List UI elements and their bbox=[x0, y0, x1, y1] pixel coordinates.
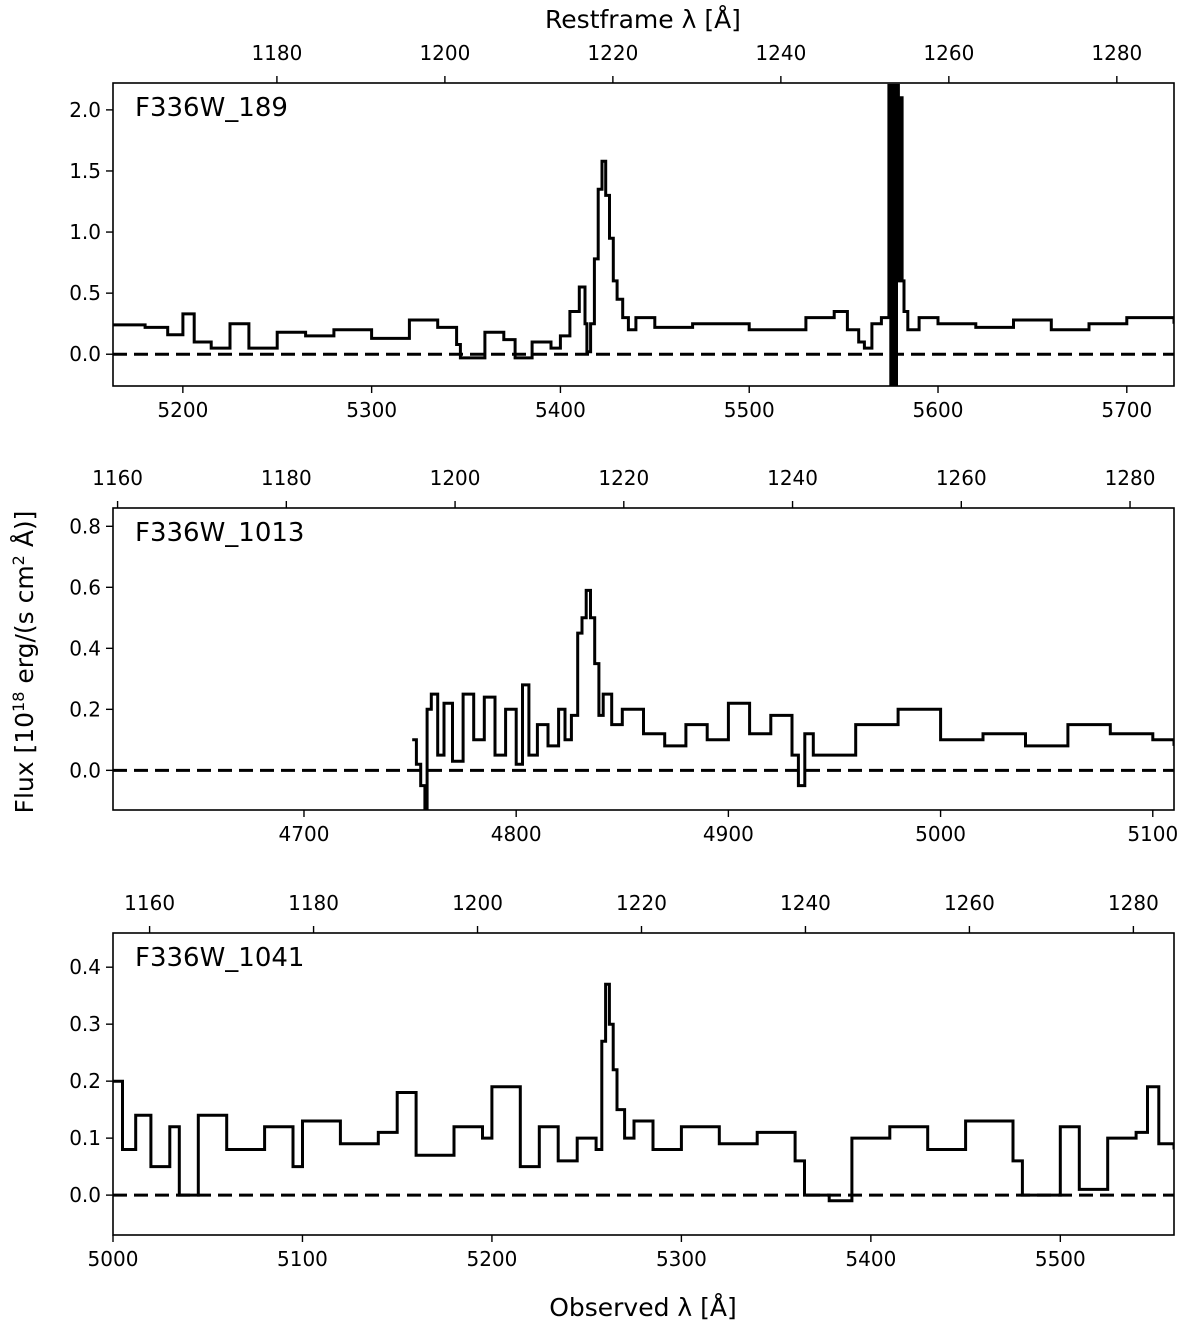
x-tick-label: 5100 bbox=[1127, 822, 1178, 846]
panels: 5200 5300 5400 5500 5600 5700 0.0 0.5 1.0 1.5 2.0 1… bbox=[69, 41, 1178, 1271]
top-tick-label: 1160 bbox=[124, 891, 175, 915]
x-tick-label: 5000 bbox=[88, 1247, 139, 1271]
panel-label: F336W_1041 bbox=[135, 943, 304, 973]
y-tick-label: 0.4 bbox=[69, 636, 101, 660]
observed-axis-title: Observed λ [Å] bbox=[549, 1293, 737, 1322]
top-tick-label: 1280 bbox=[1091, 41, 1142, 65]
y-tick-label: 0.2 bbox=[69, 1069, 101, 1093]
y-tick-label: 1.5 bbox=[69, 159, 101, 183]
plot-frame bbox=[112, 82, 1175, 387]
x-tick-label: 4900 bbox=[703, 822, 754, 846]
y-tick-label: 0.0 bbox=[69, 758, 101, 782]
top-tick-label: 1180 bbox=[288, 891, 339, 915]
plot-frame bbox=[112, 932, 1175, 1236]
top-tick-label: 1180 bbox=[251, 41, 302, 65]
top-tick-label: 1260 bbox=[923, 41, 974, 65]
top-tick-label: 1280 bbox=[1105, 466, 1156, 490]
y-tick-label: 0.1 bbox=[69, 1126, 101, 1150]
spectrum-line bbox=[113, 982, 1174, 1203]
y-tick-label: 0.4 bbox=[69, 955, 101, 979]
x-tick-label: 5600 bbox=[913, 398, 964, 422]
top-tick-label: 1220 bbox=[587, 41, 638, 65]
x-tick-label: 5500 bbox=[724, 398, 775, 422]
top-tick-label: 1260 bbox=[944, 891, 995, 915]
x-tick-label: 5000 bbox=[915, 822, 966, 846]
top-tick-label: 1260 bbox=[936, 466, 987, 490]
y-tick-label: 0.5 bbox=[69, 281, 101, 305]
panel-label: F336W_189 bbox=[135, 93, 288, 123]
top-tick-label: 1200 bbox=[430, 466, 481, 490]
x-tick-label: 5400 bbox=[845, 1247, 896, 1271]
y-tick-label: 1.0 bbox=[69, 220, 101, 244]
top-tick-label: 1240 bbox=[780, 891, 831, 915]
x-tick-label: 5200 bbox=[157, 398, 208, 422]
top-tick-label: 1180 bbox=[261, 466, 312, 490]
top-tick-label: 1240 bbox=[755, 41, 806, 65]
x-tick-label: 5100 bbox=[277, 1247, 328, 1271]
spectrum-line bbox=[412, 588, 1174, 810]
x-tick-label: 5400 bbox=[535, 398, 586, 422]
panel-F336W_189: 5200 5300 5400 5500 5600 5700 0.0 0.5 1.0 1.5 2.0 1… bbox=[69, 41, 1175, 422]
y-tick-label: 0.2 bbox=[69, 697, 101, 721]
top-tick-label: 1240 bbox=[767, 466, 818, 490]
y-tick-label: 0.0 bbox=[69, 1183, 101, 1207]
restframe-axis-title: Restframe λ [Å] bbox=[545, 5, 741, 34]
spectrum-line bbox=[113, 83, 1174, 386]
x-tick-label: 4800 bbox=[491, 822, 542, 846]
top-tick-label: 1200 bbox=[419, 41, 470, 65]
top-tick-label: 1160 bbox=[92, 466, 143, 490]
y-tick-label: 2.0 bbox=[69, 98, 101, 122]
x-tick-label: 5700 bbox=[1101, 398, 1152, 422]
top-tick-label: 1200 bbox=[452, 891, 503, 915]
top-tick-label: 1220 bbox=[616, 891, 667, 915]
panel-F336W_1041: 5000 5100 5200 5300 5400 5500 0.0 0.1 0.2 0.3 0.4 1… bbox=[69, 891, 1175, 1271]
y-tick-label: 0.3 bbox=[69, 1012, 101, 1036]
top-tick-label: 1280 bbox=[1108, 891, 1159, 915]
x-tick-label: 5500 bbox=[1035, 1247, 1086, 1271]
plot-frame bbox=[112, 507, 1175, 811]
x-tick-label: 4700 bbox=[279, 822, 330, 846]
y-tick-label: 0.0 bbox=[69, 342, 101, 366]
x-tick-label: 5200 bbox=[466, 1247, 517, 1271]
panel-label: F336W_1013 bbox=[135, 518, 304, 548]
x-tick-label: 5300 bbox=[656, 1247, 707, 1271]
flux-axis-title: Flux [1018 erg/(s cm2 Å)] bbox=[9, 511, 40, 814]
y-tick-label: 0.8 bbox=[69, 514, 101, 538]
x-tick-label: 5300 bbox=[346, 398, 397, 422]
y-tick-label: 0.6 bbox=[69, 575, 101, 599]
top-tick-label: 1220 bbox=[598, 466, 649, 490]
panel-F336W_1013: 4700 4800 4900 5000 5100 0.0 0.2 0.4 0.6 0.8 1160 1… bbox=[69, 466, 1178, 846]
